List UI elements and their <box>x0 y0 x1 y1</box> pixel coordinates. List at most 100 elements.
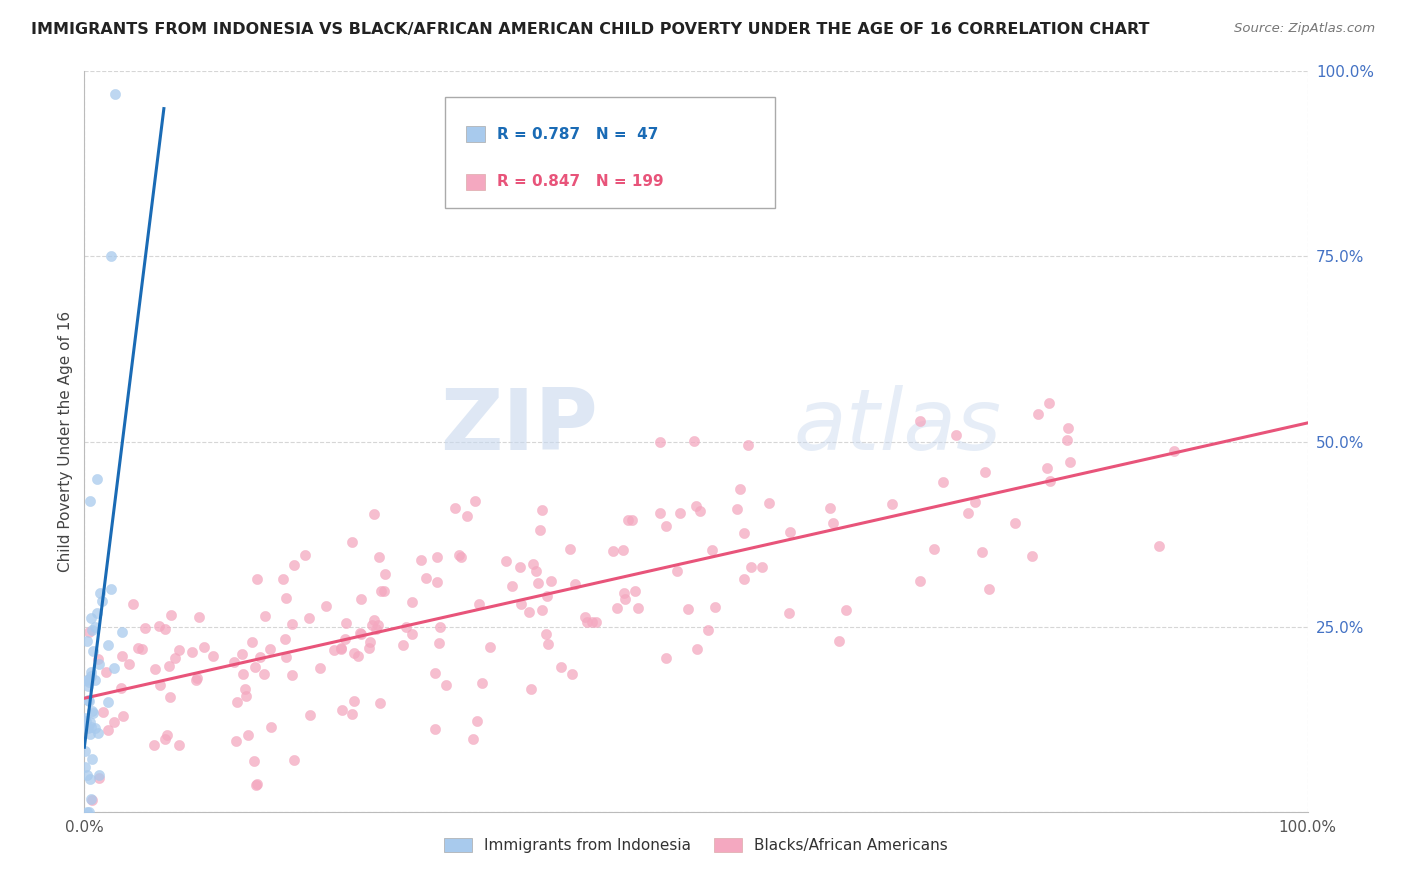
Point <box>335 615 357 630</box>
Point <box>650 507 672 521</box>
Point <box>536 637 558 651</box>
Point <box>676 601 699 615</box>
Point <box>79 727 101 741</box>
Point <box>79 493 101 508</box>
Point <box>110 681 132 695</box>
Point <box>253 609 276 624</box>
Point <box>758 496 780 510</box>
Point <box>700 543 723 558</box>
Point <box>368 696 391 710</box>
Point <box>75 760 97 774</box>
Point <box>274 650 297 665</box>
Point <box>1147 539 1170 553</box>
Point <box>444 500 467 515</box>
Point <box>728 483 751 497</box>
Point <box>520 682 543 697</box>
Point <box>697 623 720 637</box>
Point <box>249 650 271 665</box>
Point <box>1038 396 1060 410</box>
Point <box>76 721 98 735</box>
Point <box>187 610 209 624</box>
Point <box>283 753 305 767</box>
Point <box>1026 407 1049 421</box>
Point <box>363 507 385 521</box>
Point <box>143 662 166 676</box>
Point <box>778 606 800 620</box>
Point <box>779 524 801 539</box>
Point <box>167 738 190 752</box>
Point <box>540 574 562 588</box>
Point <box>426 575 449 590</box>
Point <box>87 657 110 671</box>
Point <box>103 661 125 675</box>
Point <box>606 600 628 615</box>
Point <box>127 640 149 655</box>
Point <box>740 560 762 574</box>
Point <box>159 690 181 704</box>
Point <box>932 475 955 489</box>
Point <box>86 606 108 620</box>
Point <box>97 639 120 653</box>
Point <box>536 589 558 603</box>
Point <box>79 772 101 786</box>
Point <box>96 665 118 679</box>
Point <box>704 599 727 614</box>
Text: R = 0.847   N = 199: R = 0.847 N = 199 <box>498 174 664 189</box>
Point <box>329 641 352 656</box>
Point <box>373 584 395 599</box>
Text: atlas: atlas <box>794 385 1002 468</box>
Point <box>259 642 281 657</box>
Point <box>530 502 553 516</box>
Point <box>134 622 156 636</box>
Point <box>245 778 267 792</box>
Point <box>235 690 257 704</box>
Point <box>957 506 980 520</box>
Point <box>880 497 903 511</box>
Text: Source: ZipAtlas.com: Source: ZipAtlas.com <box>1234 22 1375 36</box>
Point <box>80 624 103 638</box>
Point <box>368 549 391 564</box>
Point <box>225 733 247 747</box>
FancyBboxPatch shape <box>465 174 485 190</box>
Point <box>1059 455 1081 469</box>
Point <box>725 501 748 516</box>
Point <box>973 465 995 479</box>
Point <box>73 711 96 725</box>
Point <box>401 595 423 609</box>
Y-axis label: Child Poverty Under the Age of 16: Child Poverty Under the Age of 16 <box>58 311 73 572</box>
Point <box>143 738 166 752</box>
Point <box>111 625 134 640</box>
Point <box>222 655 245 669</box>
Point <box>612 543 634 558</box>
Point <box>560 541 582 556</box>
Point <box>624 584 647 599</box>
Point <box>823 516 845 530</box>
Point <box>91 705 114 719</box>
Point <box>342 535 364 549</box>
Point <box>82 706 104 721</box>
Point <box>429 620 451 634</box>
Point <box>77 694 100 708</box>
Point <box>193 640 215 654</box>
Point <box>122 597 145 611</box>
Point <box>118 657 141 672</box>
Point <box>159 607 181 622</box>
Text: ZIP: ZIP <box>440 385 598 468</box>
Point <box>156 728 179 742</box>
Point <box>617 513 640 527</box>
Point <box>231 647 253 661</box>
Point <box>281 616 304 631</box>
Point <box>349 625 371 640</box>
Point <box>550 659 572 673</box>
Point <box>232 666 254 681</box>
Point <box>650 435 672 450</box>
Point <box>225 695 247 709</box>
Point <box>157 659 180 673</box>
Point <box>91 594 114 608</box>
Point <box>89 585 111 599</box>
Point <box>350 592 373 607</box>
Point <box>77 805 100 819</box>
Point <box>527 576 550 591</box>
Point <box>461 732 484 747</box>
Point <box>76 805 98 819</box>
